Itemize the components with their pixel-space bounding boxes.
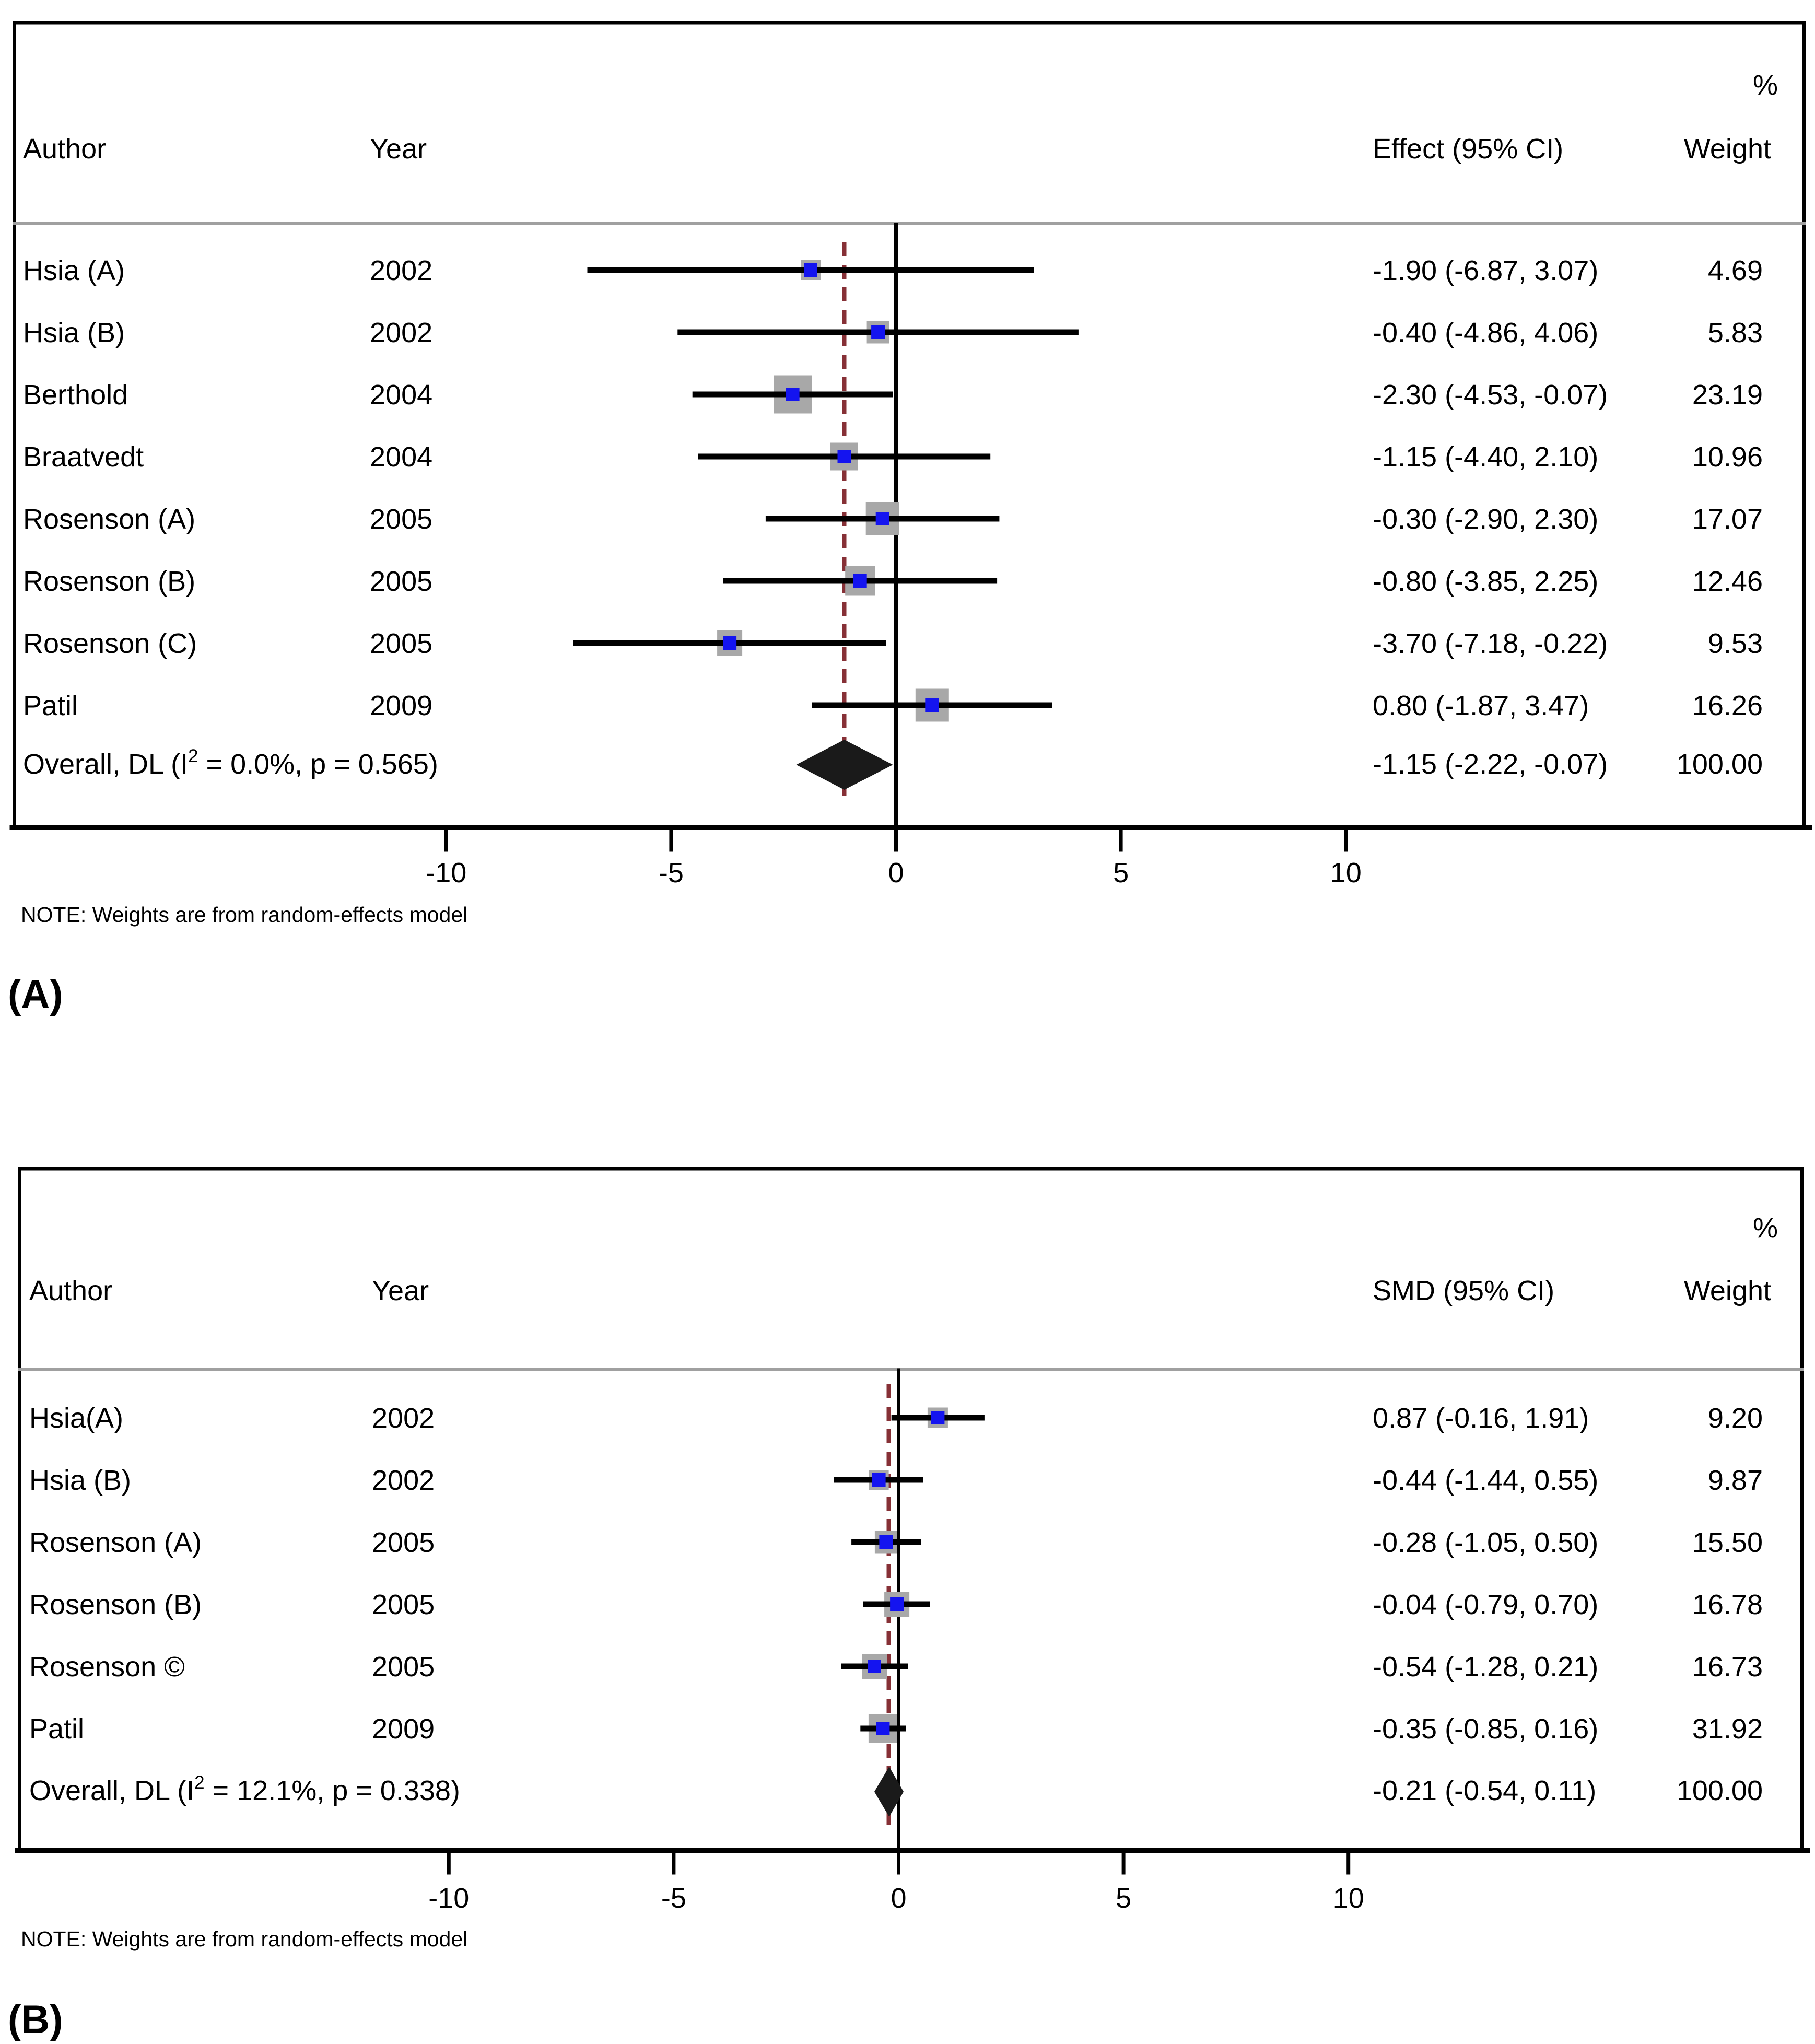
- svg-text:Rosenson (B): Rosenson (B): [29, 1589, 202, 1620]
- svg-text:-1.15 (-2.22, -0.07): -1.15 (-2.22, -0.07): [1373, 749, 1608, 780]
- svg-text:2005: 2005: [372, 1589, 435, 1620]
- svg-text:2005: 2005: [372, 1527, 435, 1558]
- svg-text:-1.90 (-6.87, 3.07): -1.90 (-6.87, 3.07): [1373, 255, 1598, 286]
- svg-text:2004: 2004: [370, 441, 432, 473]
- svg-text:Author: Author: [29, 1275, 112, 1306]
- svg-text:0.80 (-1.87, 3.47): 0.80 (-1.87, 3.47): [1373, 690, 1589, 721]
- svg-text:%: %: [1753, 69, 1778, 101]
- svg-text:Rosenson (B): Rosenson (B): [23, 566, 195, 597]
- svg-text:Year: Year: [370, 133, 427, 165]
- svg-text:Hsia (B): Hsia (B): [23, 317, 125, 348]
- svg-text:%: %: [1753, 1212, 1778, 1244]
- svg-text:31.92: 31.92: [1692, 1713, 1763, 1745]
- svg-text:10.96: 10.96: [1692, 441, 1763, 473]
- svg-text:23.19: 23.19: [1692, 379, 1763, 411]
- svg-text:2002: 2002: [370, 255, 432, 286]
- svg-text:Berthold: Berthold: [23, 379, 128, 411]
- svg-text:0.87 (-0.16, 1.91): 0.87 (-0.16, 1.91): [1373, 1403, 1589, 1434]
- svg-text:(B): (B): [8, 1998, 63, 2042]
- svg-text:9.20: 9.20: [1708, 1403, 1763, 1434]
- svg-text:Rosenson ©: Rosenson ©: [29, 1651, 185, 1683]
- svg-text:-0.35 (-0.85, 0.16): -0.35 (-0.85, 0.16): [1373, 1713, 1598, 1745]
- svg-text:0: 0: [888, 857, 904, 889]
- svg-text:Hsia (B): Hsia (B): [29, 1465, 131, 1496]
- svg-text:NOTE: Weights are from random-: NOTE: Weights are from random-effects mo…: [21, 903, 467, 927]
- svg-text:-0.54 (-1.28, 0.21): -0.54 (-1.28, 0.21): [1373, 1651, 1598, 1683]
- svg-text:4.69: 4.69: [1708, 255, 1763, 286]
- svg-text:2005: 2005: [370, 566, 432, 597]
- svg-text:9.53: 9.53: [1708, 628, 1763, 659]
- svg-text:2005: 2005: [370, 504, 432, 535]
- svg-text:-0.44 (-1.44, 0.55): -0.44 (-1.44, 0.55): [1373, 1465, 1598, 1496]
- svg-text:SMD (95% CI): SMD (95% CI): [1373, 1275, 1554, 1306]
- svg-text:2005: 2005: [370, 628, 432, 659]
- svg-text:2009: 2009: [372, 1713, 435, 1745]
- svg-text:15.50: 15.50: [1692, 1527, 1763, 1558]
- svg-text:Rosenson (A): Rosenson (A): [29, 1527, 202, 1558]
- svg-text:-0.21 (-0.54, 0.11): -0.21 (-0.54, 0.11): [1373, 1775, 1596, 1806]
- svg-text:-0.04 (-0.79, 0.70): -0.04 (-0.79, 0.70): [1373, 1589, 1598, 1620]
- svg-text:17.07: 17.07: [1692, 504, 1763, 535]
- svg-text:-5: -5: [661, 1883, 686, 1914]
- svg-text:Weight: Weight: [1684, 133, 1771, 165]
- svg-text:10: 10: [1330, 857, 1362, 889]
- svg-text:2009: 2009: [370, 690, 432, 721]
- svg-text:12.46: 12.46: [1692, 566, 1763, 597]
- svg-text:-1.15 (-4.40, 2.10): -1.15 (-4.40, 2.10): [1373, 441, 1598, 473]
- svg-text:100.00: 100.00: [1677, 749, 1763, 780]
- svg-text:16.78: 16.78: [1692, 1589, 1763, 1620]
- svg-text:-10: -10: [426, 857, 466, 889]
- svg-text:Year: Year: [372, 1275, 429, 1306]
- svg-text:Weight: Weight: [1684, 1275, 1771, 1306]
- svg-text:2002: 2002: [370, 317, 432, 348]
- svg-text:Rosenson (C): Rosenson (C): [23, 628, 197, 659]
- svg-text:Overall, DL (I2 = 0.0%, p = 0.: Overall, DL (I2 = 0.0%, p = 0.565): [23, 746, 438, 780]
- svg-text:2002: 2002: [372, 1403, 435, 1434]
- svg-text:Hsia(A): Hsia(A): [29, 1403, 123, 1434]
- svg-text:Author: Author: [23, 133, 106, 165]
- svg-text:Hsia (A): Hsia (A): [23, 255, 125, 286]
- svg-text:-3.70 (-7.18, -0.22): -3.70 (-7.18, -0.22): [1373, 628, 1608, 659]
- svg-text:Patil: Patil: [29, 1713, 84, 1745]
- svg-text:Effect (95% CI): Effect (95% CI): [1373, 133, 1563, 165]
- svg-text:5: 5: [1113, 857, 1129, 889]
- svg-text:Patil: Patil: [23, 690, 78, 721]
- svg-text:2002: 2002: [372, 1465, 435, 1496]
- svg-text:16.73: 16.73: [1692, 1651, 1763, 1683]
- svg-text:5.83: 5.83: [1708, 317, 1763, 348]
- svg-text:100.00: 100.00: [1677, 1775, 1763, 1806]
- svg-text:-5: -5: [659, 857, 684, 889]
- svg-text:Overall, DL (I2 = 12.1%, p = 0: Overall, DL (I2 = 12.1%, p = 0.338): [29, 1772, 460, 1806]
- svg-text:Rosenson (A): Rosenson (A): [23, 504, 195, 535]
- svg-text:10: 10: [1333, 1883, 1364, 1914]
- svg-text:5: 5: [1116, 1883, 1131, 1914]
- svg-text:Braatvedt: Braatvedt: [23, 441, 144, 473]
- svg-text:2005: 2005: [372, 1651, 435, 1683]
- svg-text:0: 0: [891, 1883, 906, 1914]
- svg-text:-0.80 (-3.85, 2.25): -0.80 (-3.85, 2.25): [1373, 566, 1598, 597]
- svg-text:9.87: 9.87: [1708, 1465, 1763, 1496]
- svg-text:(A): (A): [8, 972, 63, 1017]
- svg-text:-0.30 (-2.90, 2.30): -0.30 (-2.90, 2.30): [1373, 504, 1598, 535]
- svg-text:2004: 2004: [370, 379, 432, 411]
- svg-text:-0.40 (-4.86, 4.06): -0.40 (-4.86, 4.06): [1373, 317, 1598, 348]
- svg-text:-2.30 (-4.53, -0.07): -2.30 (-4.53, -0.07): [1373, 379, 1608, 411]
- svg-text:-0.28 (-1.05, 0.50): -0.28 (-1.05, 0.50): [1373, 1527, 1598, 1558]
- svg-text:16.26: 16.26: [1692, 690, 1763, 721]
- svg-text:-10: -10: [428, 1883, 469, 1914]
- svg-text:NOTE: Weights are from random-: NOTE: Weights are from random-effects mo…: [21, 1927, 467, 1951]
